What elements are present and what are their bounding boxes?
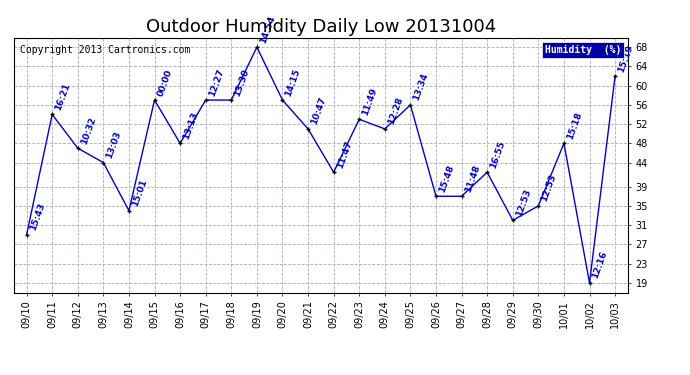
Point [431,193,442,199]
Point [558,140,569,146]
Text: 14:54: 14:54 [258,14,277,44]
Text: Humidity  (%): Humidity (%) [545,45,622,55]
Text: 00:00: 00:00 [156,68,174,97]
Text: 12:16: 12:16 [591,250,609,280]
Point [456,193,467,199]
Point [277,97,288,103]
Title: Outdoor Humidity Daily Low 20131004: Outdoor Humidity Daily Low 20131004 [146,18,496,36]
Point [609,73,620,79]
Point [21,232,32,238]
Text: 13:13: 13:13 [181,111,200,141]
Point [175,140,186,146]
Text: 11:47: 11:47 [335,139,353,170]
Point [507,217,518,223]
Text: 16:21: 16:21 [54,82,72,112]
Point [226,97,237,103]
Point [354,116,365,122]
Point [584,280,595,286]
Text: 15:18: 15:18 [565,111,584,141]
Text: 10:32: 10:32 [79,116,97,146]
Text: 11:49: 11:49 [361,86,379,117]
Text: 12:53: 12:53 [514,188,533,218]
Text: 13:03: 13:03 [105,130,123,160]
Point [405,102,416,108]
Text: Copyright 2013 Cartronics.com: Copyright 2013 Cartronics.com [20,45,190,55]
Point [47,111,58,117]
Text: 13:30: 13:30 [233,68,251,97]
Point [251,44,262,50]
Text: 12:27: 12:27 [207,67,226,97]
Text: 12:28: 12:28 [386,96,404,126]
Point [328,169,339,175]
Text: 15:48: 15:48 [437,164,455,194]
Point [98,160,109,166]
Text: 13:34: 13:34 [412,72,430,102]
Point [200,97,211,103]
Point [72,145,83,151]
Text: 10:47: 10:47 [309,96,328,126]
Point [149,97,160,103]
Point [380,126,391,132]
Text: 15:01: 15:01 [130,178,148,208]
Point [533,203,544,209]
Text: 16:55: 16:55 [489,140,507,170]
Text: 14:15: 14:15 [284,67,302,97]
Text: 11:48: 11:48 [463,164,481,194]
Point [482,169,493,175]
Point [124,208,135,214]
Text: 12:53: 12:53 [540,173,558,203]
Point [302,126,313,132]
Text: 15:43: 15:43 [28,202,46,232]
Text: 15:19: 15:19 [616,43,635,73]
